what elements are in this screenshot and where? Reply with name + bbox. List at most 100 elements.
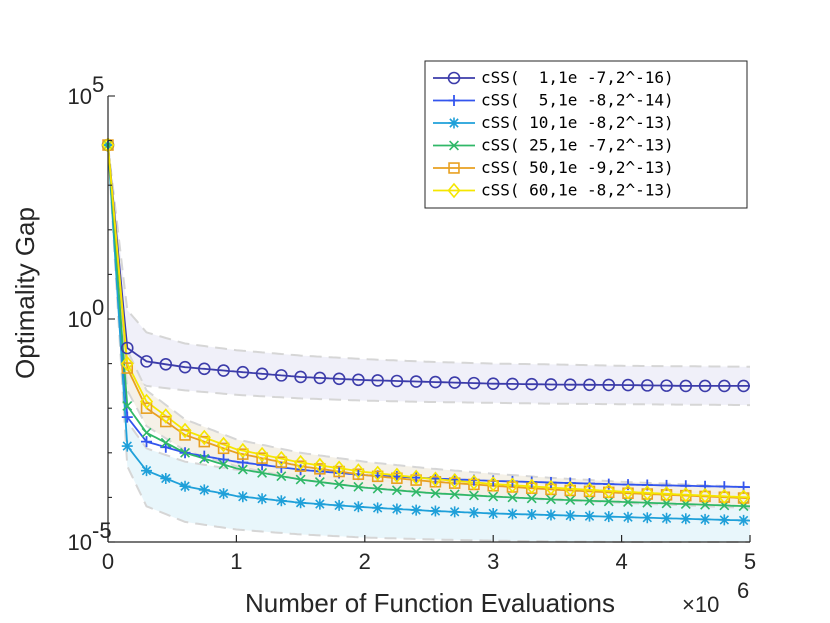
legend-marker-0 — [447, 71, 461, 85]
legend-marker-1 — [448, 95, 460, 106]
marker-5-16 — [409, 469, 423, 486]
marker-0-29 — [660, 379, 673, 392]
marker-0-13 — [352, 373, 365, 387]
marker-4-11 — [314, 463, 326, 475]
legend-marker-3 — [449, 140, 459, 151]
marker-2-15 — [391, 503, 403, 515]
marker-5-6 — [217, 436, 231, 453]
marker-5-30 — [679, 486, 693, 503]
series-line-3 — [107, 145, 751, 508]
series-markers-0 — [101, 138, 750, 393]
marker-0-12 — [332, 372, 346, 386]
marker-4-10 — [294, 460, 307, 472]
marker-0-32 — [718, 379, 731, 393]
marker-2-23 — [545, 509, 557, 521]
marker-2-1 — [121, 440, 133, 452]
marker-5-13 — [351, 463, 365, 479]
marker-3-20 — [488, 491, 499, 502]
band-edge-4-0 — [107, 145, 751, 489]
marker-5-14 — [371, 465, 385, 482]
marker-5-3 — [159, 408, 173, 424]
marker-1-30 — [680, 480, 692, 492]
marker-5-22 — [525, 478, 539, 495]
marker-5-33 — [737, 489, 751, 505]
marker-2-26 — [603, 511, 615, 523]
marker-4-14 — [371, 470, 384, 483]
marker-0-15 — [390, 374, 404, 388]
marker-2-13 — [352, 501, 364, 513]
marker-0-23 — [544, 378, 558, 391]
marker-1-23 — [545, 477, 557, 489]
marker-2-22 — [526, 509, 538, 521]
marker-0-6 — [217, 364, 230, 377]
marker-3-6 — [218, 459, 229, 470]
marker-3-24 — [565, 495, 576, 506]
series-markers-2 — [102, 139, 750, 526]
marker-3-23 — [546, 494, 556, 505]
band-edge-0-0 — [107, 144, 750, 368]
marker-4-15 — [391, 472, 403, 484]
marker-2-11 — [314, 498, 326, 510]
marker-2-19 — [468, 507, 480, 519]
marker-2-20 — [487, 507, 499, 519]
marker-3-28 — [642, 497, 653, 508]
marker-4-13 — [352, 468, 365, 480]
marker-0-19 — [467, 376, 481, 390]
legend-box — [424, 60, 748, 209]
marker-0-11 — [313, 371, 327, 385]
legend-label-3: cSS( 25,1e -7,2^-13) — [481, 136, 674, 155]
marker-1-16 — [410, 472, 422, 484]
legend-label-5: cSS( 60,1e -8,2^-13) — [481, 181, 674, 200]
marker-0-9 — [275, 369, 288, 382]
marker-3-7 — [237, 464, 248, 475]
marker-4-5 — [198, 435, 211, 448]
marker-0-21 — [506, 377, 519, 391]
band-edge-0-1 — [107, 145, 750, 407]
marker-1-22 — [526, 476, 538, 488]
marker-5-31 — [698, 487, 712, 504]
x-tick-label-4: 4 — [615, 549, 627, 574]
marker-1-2 — [141, 436, 153, 448]
marker-4-8 — [256, 452, 268, 464]
marker-3-18 — [449, 489, 460, 500]
marker-1-17 — [429, 472, 441, 484]
x-tick-label-3: 3 — [487, 549, 499, 574]
series-markers — [101, 137, 751, 526]
legend-marker-5 — [447, 182, 461, 199]
x-tick-label-1: 1 — [230, 549, 242, 574]
y-tick-label-2: 10 — [68, 530, 92, 555]
marker-3-1 — [122, 401, 133, 411]
marker-5-25 — [582, 482, 597, 498]
marker-4-12 — [333, 465, 345, 478]
marker-0-28 — [640, 379, 654, 392]
marker-0-17 — [429, 375, 442, 389]
marker-5-26 — [602, 483, 616, 499]
marker-2-32 — [718, 514, 730, 526]
legend-label-4: cSS( 50,1e -9,2^-13) — [481, 158, 674, 177]
marker-3-4 — [180, 447, 191, 458]
marker-3-10 — [295, 474, 306, 485]
x-tick-label-0: 0 — [102, 549, 114, 574]
marker-2-8 — [256, 493, 268, 505]
legend-marker-4 — [448, 162, 460, 174]
legend-marker-2 — [448, 117, 460, 129]
marker-2-2 — [141, 465, 153, 477]
marker-0-10 — [294, 370, 307, 384]
marker-0-27 — [621, 378, 635, 392]
marker-3-2 — [141, 427, 152, 438]
y-tick-exponent-0: 5 — [92, 72, 104, 97]
band-0 — [108, 145, 750, 406]
marker-2-14 — [372, 502, 384, 514]
marker-0-22 — [525, 377, 539, 391]
marker-0-31 — [698, 379, 712, 393]
marker-4-4 — [179, 429, 191, 441]
marker-0-18 — [448, 376, 461, 389]
marker-5-17 — [428, 471, 442, 487]
series-markers-3 — [103, 140, 749, 512]
marker-2-30 — [680, 513, 692, 525]
series-line-0 — [107, 145, 750, 387]
marker-5-5 — [197, 429, 211, 446]
marker-3-3 — [160, 437, 171, 448]
